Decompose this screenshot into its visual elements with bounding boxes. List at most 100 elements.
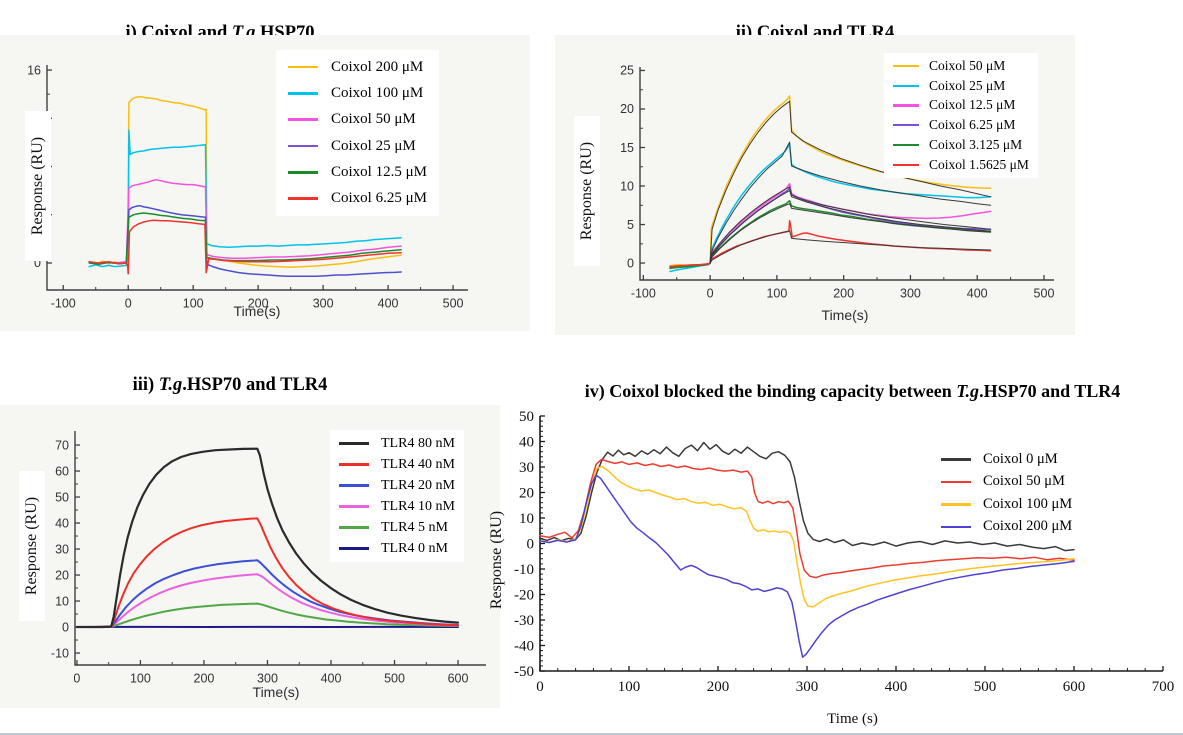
legend-item: Coixol 200 μM	[288, 54, 427, 80]
svg-text:60: 60	[55, 464, 69, 478]
legend-label: Coixol 12.5 μM	[929, 97, 1016, 113]
svg-text:-20: -20	[514, 588, 534, 604]
legend-item: Coixol 100 μM	[941, 493, 1072, 516]
legend-label: Coixol 25 μM	[929, 77, 1006, 93]
legend-item: Coixol 50 μM	[288, 107, 427, 133]
legend-label: Coixol 12.5 μM	[331, 163, 427, 180]
legend-label: TLR4 5 nM	[381, 519, 448, 535]
legend-line-swatch	[941, 458, 971, 461]
legend-label: Coixol 3.125 μM	[929, 137, 1023, 153]
panel-iii-y-axis-label: Response (RU)	[19, 471, 45, 621]
panel-iv-legend: Coixol 0 μM Coixol 50 μM Coixol 100 μM Coix…	[941, 448, 1072, 538]
panel-ii-x-axis-label: Time(s)	[821, 307, 869, 323]
legend-item: TLR4 80 nM	[339, 433, 455, 454]
svg-text:500: 500	[1034, 287, 1055, 301]
legend-item: Coixol 12.5 μM	[893, 96, 1029, 116]
legend-line-swatch	[288, 197, 318, 200]
svg-text:25: 25	[620, 64, 634, 78]
legend-label: Coixol 0 μM	[983, 450, 1058, 467]
legend-line-swatch	[288, 144, 318, 148]
legend-line-swatch	[893, 124, 919, 127]
svg-text:-40: -40	[514, 639, 534, 655]
svg-text:200: 200	[194, 672, 215, 686]
legend-label: Coixol 200 μM	[331, 58, 424, 75]
panel-i-x-axis-label: Time(s)	[233, 303, 281, 319]
panel-i-chart: -10001002003004005000481216	[27, 63, 468, 311]
svg-text:16: 16	[27, 63, 41, 77]
legend-line-swatch	[339, 547, 369, 550]
legend-label: Coixol 50 μM	[929, 57, 1006, 73]
svg-text:-10: -10	[514, 562, 534, 578]
svg-text:70: 70	[55, 438, 69, 452]
legend-line-swatch	[893, 143, 919, 147]
svg-text:30: 30	[55, 542, 69, 556]
svg-text:600: 600	[448, 672, 469, 686]
legend-line-swatch	[288, 92, 318, 95]
legend-line-swatch	[893, 64, 919, 68]
title-segment: .HSP70 and TLR4	[182, 375, 328, 396]
svg-text:200: 200	[248, 297, 269, 311]
svg-text:20: 20	[519, 486, 534, 502]
legend-label: Coixol 50 μM	[983, 473, 1065, 490]
svg-text:30: 30	[519, 460, 534, 476]
panel-iv-title: iv) Coixol blocked the binding capacity …	[520, 381, 1183, 402]
svg-text:50: 50	[55, 490, 69, 504]
svg-text:10: 10	[55, 594, 69, 608]
legend-line-swatch	[941, 503, 971, 506]
legend-item: Coixol 25 μM	[288, 133, 427, 159]
svg-text:300: 300	[900, 287, 921, 301]
title-segment: .HSP70 and TLR4	[979, 380, 1121, 401]
svg-text:500: 500	[974, 679, 997, 695]
panel-ii-plot-background: -100 0 100 200 300 400 500 0 5 10 15 20 25	[555, 35, 1075, 335]
legend-item: TLR4 10 nM	[339, 496, 455, 517]
title-segment: iii)	[132, 375, 159, 396]
svg-text:-30: -30	[514, 613, 534, 629]
panel-iii-title: iii) T.g.HSP70 and TLR4	[10, 375, 450, 396]
panel-ii-legend: Coixol 50 μM Coixol 25 μM Coixol 12.5 μM Co…	[884, 53, 1038, 178]
svg-text:15: 15	[620, 141, 634, 155]
svg-text:-10: -10	[51, 646, 69, 660]
svg-text:600: 600	[1063, 679, 1086, 695]
svg-text:0: 0	[536, 679, 544, 695]
panel-i-plot-background: -10001002003004005000481216	[0, 35, 530, 331]
svg-text:500: 500	[443, 297, 464, 311]
svg-text:0: 0	[62, 620, 69, 634]
svg-text:200: 200	[707, 679, 730, 695]
legend-item: Coixol 1.5625 μM	[893, 155, 1029, 175]
legend-item: Coixol 6.25 μM	[893, 115, 1029, 135]
svg-text:500: 500	[384, 672, 405, 686]
svg-text:0: 0	[707, 287, 714, 301]
legend-line-swatch	[893, 84, 919, 87]
panel-iv-chart: 0 100 200 300 400 500 600 700 -50 -40 -30 -20 -10 0 10…	[514, 409, 1175, 695]
panel-i-y-axis-label: Response (RU)	[25, 111, 51, 261]
svg-text:-100: -100	[51, 297, 76, 311]
panel-iv-y-axis-label: Response (RU)	[488, 510, 505, 610]
legend-label: Coixol 200 μM	[983, 518, 1073, 535]
svg-text:200: 200	[833, 287, 854, 301]
legend-label: Coixol 100 μM	[983, 495, 1073, 512]
legend-label: TLR4 10 nM	[381, 498, 455, 514]
svg-text:20: 20	[55, 568, 69, 582]
legend-label: Coixol 6.25 μM	[331, 190, 427, 207]
legend-item: Coixol 50 μM	[893, 56, 1029, 76]
legend-item: TLR4 5 nM	[339, 517, 455, 538]
svg-text:0: 0	[73, 672, 80, 686]
legend-item: Coixol 0 μM	[941, 448, 1072, 471]
legend-line-swatch	[941, 480, 971, 483]
legend-item: TLR4 20 nM	[339, 475, 455, 496]
legend-line-swatch	[288, 65, 318, 69]
svg-text:0: 0	[34, 256, 41, 270]
legend-item: TLR4 40 nM	[339, 454, 455, 475]
legend-item: Coixol 50 μM	[941, 471, 1072, 494]
svg-text:100: 100	[766, 287, 787, 301]
svg-text:400: 400	[378, 297, 399, 311]
legend-label: TLR4 40 nM	[381, 456, 455, 472]
legend-item: Coixol 3.125 μM	[893, 135, 1029, 155]
svg-text:700: 700	[1152, 679, 1175, 695]
svg-text:400: 400	[885, 679, 908, 695]
panel-iv-x-axis-label: Time (s)	[827, 711, 878, 727]
legend-line-swatch	[893, 163, 919, 167]
legend-item: Coixol 25 μM	[893, 76, 1029, 96]
legend-line-swatch	[339, 442, 369, 445]
